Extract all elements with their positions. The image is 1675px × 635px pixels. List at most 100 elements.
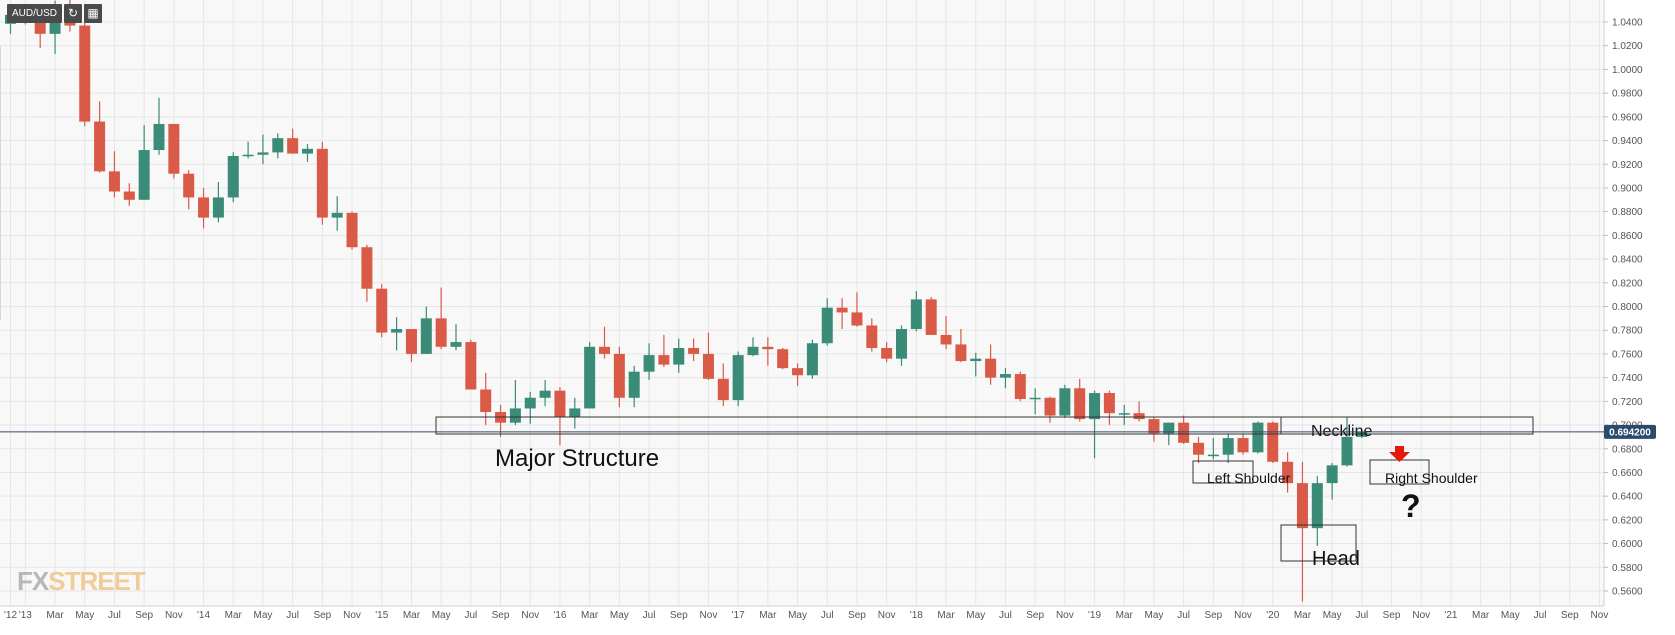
candle[interactable] bbox=[1148, 416, 1160, 442]
candle[interactable] bbox=[1178, 415, 1190, 445]
candle[interactable] bbox=[331, 196, 343, 231]
candle[interactable] bbox=[1118, 404, 1130, 426]
candle[interactable] bbox=[1207, 438, 1219, 460]
candle[interactable] bbox=[108, 151, 120, 198]
candle[interactable] bbox=[599, 326, 610, 359]
symbol-button[interactable]: AUD/USD bbox=[7, 4, 63, 23]
candle[interactable] bbox=[420, 306, 432, 354]
candle[interactable] bbox=[1014, 371, 1026, 402]
y-tick-label: 0.7200 bbox=[1612, 397, 1643, 408]
candle[interactable] bbox=[1133, 401, 1145, 422]
candle[interactable] bbox=[628, 365, 640, 408]
candle[interactable] bbox=[539, 379, 551, 407]
candle[interactable] bbox=[480, 372, 492, 426]
candle[interactable] bbox=[361, 244, 373, 302]
candle[interactable] bbox=[658, 334, 670, 367]
candle[interactable] bbox=[584, 342, 596, 409]
candle[interactable] bbox=[1103, 390, 1115, 426]
candle[interactable] bbox=[524, 391, 536, 424]
plot-area bbox=[0, 0, 1604, 606]
candle[interactable] bbox=[465, 339, 477, 390]
candle[interactable] bbox=[673, 338, 685, 373]
candle[interactable] bbox=[435, 287, 447, 350]
candle[interactable] bbox=[836, 298, 848, 330]
candle[interactable] bbox=[688, 338, 700, 362]
candle[interactable] bbox=[1044, 396, 1056, 423]
candle[interactable] bbox=[910, 291, 922, 332]
head-box[interactable] bbox=[1280, 524, 1357, 562]
candle[interactable] bbox=[450, 324, 462, 351]
candle[interactable] bbox=[1252, 421, 1264, 454]
candle[interactable] bbox=[717, 363, 729, 407]
candle-body bbox=[420, 318, 432, 354]
candle[interactable] bbox=[1029, 388, 1041, 415]
candle[interactable] bbox=[613, 346, 625, 408]
candle[interactable] bbox=[1089, 390, 1101, 459]
candle[interactable] bbox=[168, 123, 180, 179]
candle[interactable] bbox=[866, 318, 878, 352]
candle[interactable] bbox=[287, 128, 299, 154]
candle[interactable] bbox=[940, 315, 952, 350]
candle[interactable] bbox=[777, 347, 789, 370]
candle[interactable] bbox=[1282, 452, 1294, 493]
candle[interactable] bbox=[227, 152, 239, 203]
candle[interactable] bbox=[821, 298, 833, 346]
candle[interactable] bbox=[554, 387, 566, 446]
candle[interactable] bbox=[198, 187, 210, 229]
candle[interactable] bbox=[257, 134, 269, 165]
candle[interactable] bbox=[762, 337, 774, 366]
candle[interactable] bbox=[896, 325, 907, 366]
refresh-icon[interactable]: ↻ bbox=[64, 4, 83, 23]
candle[interactable] bbox=[405, 329, 417, 363]
candle[interactable] bbox=[702, 332, 714, 380]
candle[interactable] bbox=[985, 344, 997, 385]
candle[interactable] bbox=[999, 368, 1011, 389]
candle[interactable] bbox=[881, 342, 893, 363]
candle[interactable] bbox=[1074, 378, 1086, 422]
candle[interactable] bbox=[1193, 436, 1204, 463]
candle-body bbox=[628, 371, 640, 398]
candle[interactable] bbox=[806, 339, 818, 379]
candle[interactable] bbox=[1341, 416, 1353, 467]
candle[interactable] bbox=[123, 183, 135, 206]
candle[interactable] bbox=[970, 352, 982, 377]
candle-body bbox=[747, 346, 759, 356]
candle[interactable] bbox=[376, 283, 388, 338]
candle[interactable] bbox=[272, 133, 284, 159]
candle[interactable] bbox=[94, 101, 106, 173]
candle[interactable] bbox=[1222, 433, 1234, 463]
candle[interactable] bbox=[792, 363, 804, 386]
x-tick-label: Mar bbox=[1294, 610, 1312, 621]
candle[interactable] bbox=[1326, 462, 1338, 500]
candle[interactable] bbox=[1311, 476, 1323, 546]
left-shoulder-box[interactable] bbox=[1192, 460, 1254, 484]
candle[interactable] bbox=[242, 141, 254, 159]
candle[interactable] bbox=[302, 144, 313, 162]
candle[interactable] bbox=[1237, 433, 1249, 455]
candle-body bbox=[1311, 483, 1323, 529]
candle[interactable] bbox=[747, 337, 759, 357]
candle[interactable] bbox=[1296, 461, 1308, 602]
candle[interactable] bbox=[153, 97, 165, 155]
candle[interactable] bbox=[732, 351, 744, 407]
y-tick-label: 0.8400 bbox=[1612, 255, 1643, 266]
candle[interactable] bbox=[955, 329, 967, 363]
candle[interactable] bbox=[391, 317, 403, 351]
candle[interactable] bbox=[925, 297, 937, 335]
candle[interactable] bbox=[1267, 421, 1279, 463]
candle[interactable] bbox=[212, 182, 224, 223]
candle[interactable] bbox=[138, 125, 150, 200]
neckline-box[interactable] bbox=[1280, 416, 1534, 435]
candle[interactable] bbox=[643, 343, 655, 380]
candle[interactable] bbox=[316, 141, 328, 225]
candle[interactable] bbox=[509, 379, 521, 426]
candle[interactable] bbox=[1059, 384, 1071, 418]
calendar-icon[interactable]: ▦ bbox=[84, 4, 103, 23]
candle[interactable] bbox=[79, 22, 91, 127]
y-tick-label: 0.8800 bbox=[1612, 207, 1643, 218]
candle[interactable] bbox=[569, 397, 581, 429]
candle[interactable] bbox=[851, 292, 863, 327]
candle[interactable] bbox=[346, 211, 358, 250]
candle[interactable] bbox=[183, 170, 195, 210]
